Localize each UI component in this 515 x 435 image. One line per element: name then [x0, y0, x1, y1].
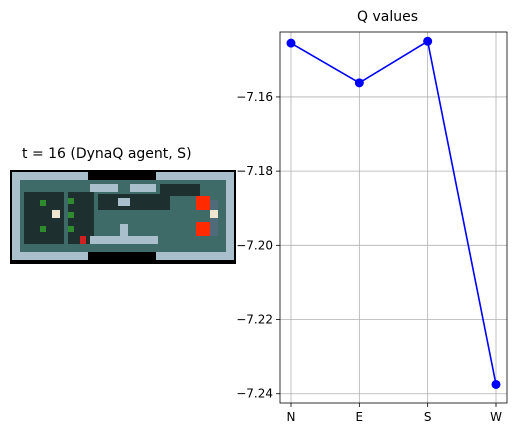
- data-point: [286, 38, 296, 48]
- x-tick-label: E: [356, 410, 364, 424]
- data-point: [423, 36, 433, 46]
- ticks-layer: N E S W −7.24 −7.22 −7.20 −7.18 −7.16: [236, 90, 502, 424]
- game-frame: [10, 170, 236, 264]
- agent-icon: [80, 236, 86, 244]
- x-tick-label: S: [424, 410, 432, 424]
- x-tick-label: W: [490, 410, 502, 424]
- game-panel-title: t = 16 (DynaQ agent, S): [22, 146, 192, 162]
- grid-layer: [280, 32, 507, 403]
- series-layer: [286, 36, 501, 389]
- chart-title: Q values: [357, 9, 419, 25]
- monster-icon: [52, 210, 218, 218]
- data-point: [491, 379, 501, 389]
- plant-icon: [40, 198, 74, 232]
- data-point: [354, 78, 364, 88]
- lava-icon: [196, 196, 210, 236]
- plot-frame: [279, 31, 508, 404]
- y-tick-label: −7.20: [236, 238, 273, 252]
- wall-icon: [12, 172, 234, 260]
- axes-layer: [279, 31, 508, 404]
- y-tick-label: −7.22: [236, 313, 273, 327]
- y-tick-label: −7.16: [236, 90, 273, 104]
- x-tick-label: N: [287, 410, 296, 424]
- y-tick-label: −7.24: [236, 387, 273, 401]
- series-line: [290, 39, 497, 385]
- y-tick-label: −7.18: [236, 164, 273, 178]
